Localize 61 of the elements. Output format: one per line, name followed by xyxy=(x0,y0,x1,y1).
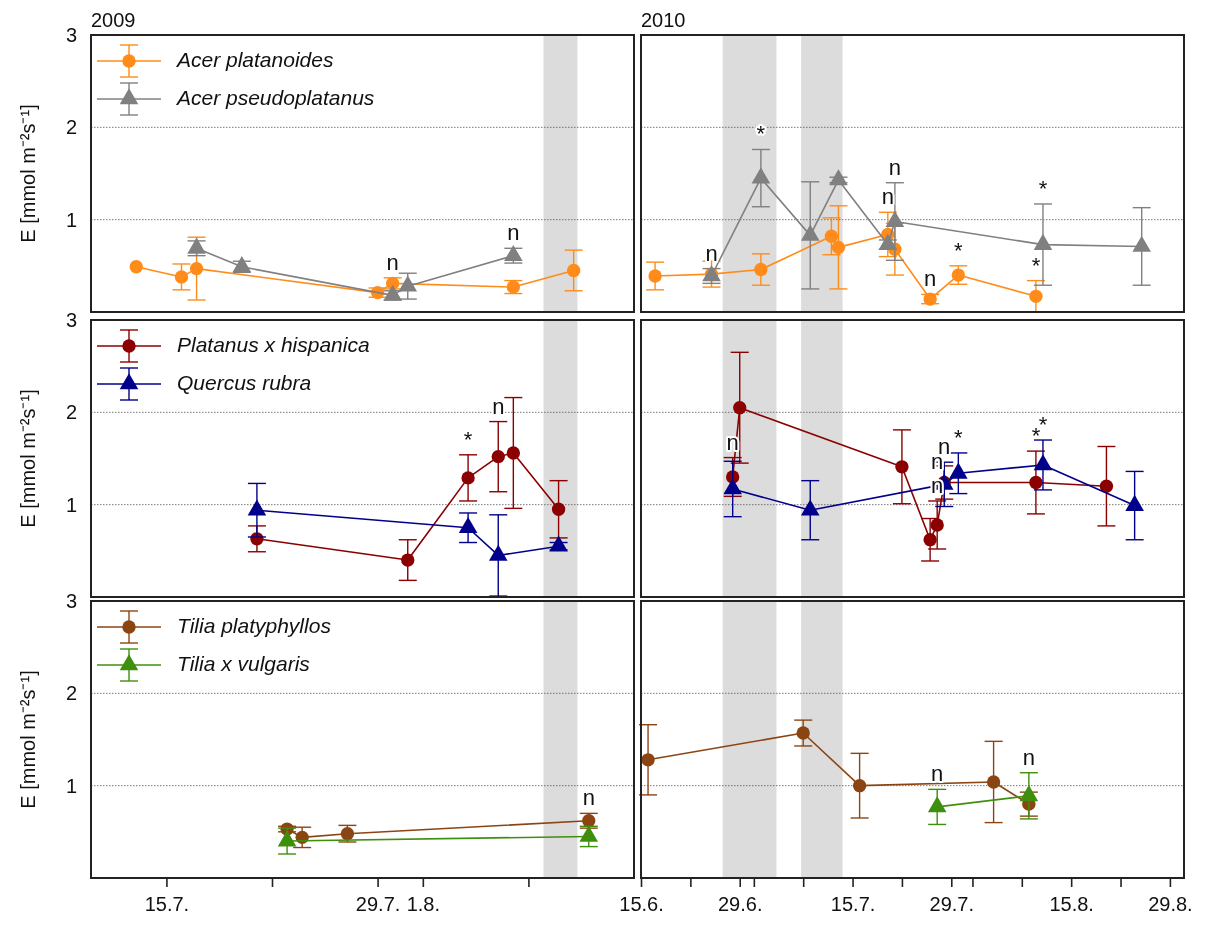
y-axis-title: E [mmol m⁻²s⁻¹] xyxy=(17,670,39,809)
x-tick-label: 1.8. xyxy=(406,893,441,916)
y-tick-label: 2 xyxy=(65,116,77,139)
annotation: n xyxy=(931,761,944,787)
x-tick-label: 15.6. xyxy=(619,893,664,916)
y-tick-label: 1 xyxy=(65,493,77,516)
legend-label: Quercus rubra xyxy=(177,370,312,394)
annotation: n xyxy=(507,220,520,246)
x-tick-label: 29.7. xyxy=(355,893,401,916)
legend-label: Platanus x hispanica xyxy=(177,332,370,356)
point xyxy=(852,779,867,793)
legend-label: Acer pseudoplatanus xyxy=(175,85,375,109)
point xyxy=(754,262,768,277)
point xyxy=(1029,289,1043,303)
legend-label: Acer platanoides xyxy=(175,47,334,71)
y-tick-label: 1 xyxy=(65,208,77,231)
legend-label: Tilia platyphyllos xyxy=(177,613,332,637)
y-tick-label: 2 xyxy=(65,401,77,424)
point xyxy=(796,726,810,740)
annotation: * xyxy=(1031,423,1041,449)
annotation: * xyxy=(954,237,964,263)
annotation: n xyxy=(1022,744,1035,770)
annotation: * xyxy=(1031,252,1041,278)
annotation: n xyxy=(881,184,894,210)
annotation: * xyxy=(463,426,473,452)
x-tick-label: 29.6. xyxy=(717,893,763,916)
y-tick-label: 1 xyxy=(65,774,77,797)
point xyxy=(986,775,1001,789)
x-tick-label: 15.7. xyxy=(144,893,190,916)
y-tick-label: 3 xyxy=(65,308,77,331)
annotation: n xyxy=(582,785,595,811)
point xyxy=(885,210,905,227)
point xyxy=(831,240,846,255)
x-tick-label: 29.8. xyxy=(1148,893,1193,916)
x-tick-label: 29.7. xyxy=(929,893,975,916)
point xyxy=(800,224,820,241)
annotation: n xyxy=(386,249,399,275)
x-tick-label: 15.7. xyxy=(830,893,876,916)
annotation: n xyxy=(492,393,505,419)
y-tick-label: 2 xyxy=(65,682,77,705)
chart-title: 2009 xyxy=(91,9,136,31)
annotation: * xyxy=(1038,175,1048,201)
legend-label: Tilia x vulgaris xyxy=(177,651,311,675)
annotation: n xyxy=(888,154,901,180)
point xyxy=(824,229,839,243)
point xyxy=(751,167,771,184)
point xyxy=(1132,235,1151,252)
annotation: n xyxy=(705,240,718,266)
annotation: * xyxy=(954,424,964,450)
y-tick-label: 3 xyxy=(65,23,77,46)
annotation: * xyxy=(756,121,766,147)
y-axis-title: E [mmol m⁻²s⁻¹] xyxy=(17,389,39,528)
y-axis-title: E [mmol m⁻²s⁻¹] xyxy=(17,104,39,243)
annotation: n xyxy=(924,266,937,292)
x-tick-label: 15.8. xyxy=(1049,893,1094,916)
point xyxy=(641,753,655,767)
point xyxy=(829,169,848,186)
chart-title: 2010 xyxy=(641,9,686,31)
annotation: n xyxy=(931,472,944,498)
y-tick-label: 3 xyxy=(65,589,77,612)
point xyxy=(648,269,662,283)
